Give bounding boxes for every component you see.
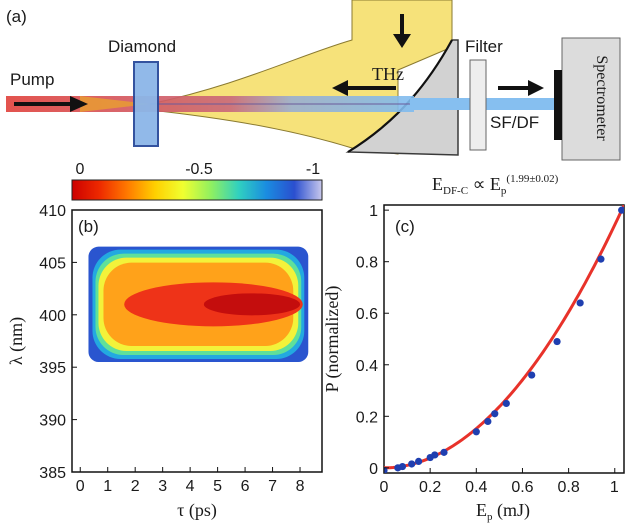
data-point [597,255,605,263]
panel-b-xtick-label: 0 [76,478,85,495]
data-point [472,428,480,436]
panel-c-xtick-label: 0 [380,479,389,496]
colorbar-tick-1: -0.5 [185,161,213,178]
panel-b-xtick-label: 4 [186,478,195,495]
panel-b-xtick-label: 6 [241,478,250,495]
diamond-crystal [133,61,159,147]
output-arrow-head [528,80,544,96]
panel-b-xtick-label: 5 [213,478,222,495]
eq-rhs-sub: p [501,185,507,197]
data-point [384,466,388,473]
spectrometer-slit [554,70,562,140]
panel-c-xtick-label: 0.6 [511,479,533,496]
pump-arrow-head [70,96,88,112]
panel-c-ytick-label: 1 [369,203,378,220]
data-point [491,410,499,418]
panel-a-label: (a) [6,7,27,26]
colorbar-gradient [71,179,323,201]
spectrometer [561,37,621,161]
data-point [398,462,407,471]
panel-c-xticks: 0 0.2 0.4 0.6 0.8 1 [380,468,619,496]
colorbar-tick-2: -1 [306,161,320,178]
pump-label: Pump [10,70,54,89]
panel-b-label: (b) [78,217,99,236]
heatmap-layers [88,246,309,362]
filter-label: Filter [465,37,503,56]
data-point [440,448,448,456]
panel-b-xlabel: τ (ps) [177,500,217,521]
filter [469,59,487,151]
panel-b-ytick-label: 400 [39,308,66,325]
panel-b-yticks: 410 405 400 395 390 385 [39,203,77,482]
eq-rel: ∝ E [468,174,501,194]
colorbar: 0 -0.5 -1 [71,161,323,201]
probe-beam [410,98,570,110]
panel-c-ytick-label: 0.2 [356,409,378,426]
panel-c-xtick-label: 0.4 [465,479,487,496]
data-point [528,371,536,379]
panel-c-xtick-label: 0.8 [557,479,579,496]
panel-b-xtick-label: 8 [296,478,305,495]
panel-c-ytick-label: 0.8 [356,255,378,272]
panel-b-ytick-label: 385 [39,465,66,482]
sfdf-label: SF/DF [490,113,539,132]
thz-down-arrow-head [393,34,411,48]
panel-b-xticks: 0 1 2 3 4 5 6 7 8 [76,467,305,495]
panel-b-ytick-label: 410 [39,203,66,220]
panel-c-xtick-label: 1 [610,479,619,496]
panel-b-xtick-label: 2 [131,478,140,495]
panel-c-frame [383,204,625,474]
xlabel-e: E [476,500,487,520]
eq-exponent: (1.99±0.02) [506,173,558,185]
panel-b-xtick-label: 7 [268,478,277,495]
data-point [576,299,584,307]
panel-c-ytick-label: 0.4 [356,358,378,375]
focus-cone [80,96,150,112]
colorbar-tick-0: 0 [76,161,85,178]
panel-c-xlabel: Ep (mJ) [476,500,530,523]
xlabel-unit: (mJ) [493,500,531,521]
panel-b-ytick-label: 395 [39,360,66,377]
panel-b-xtick-label: 3 [158,478,167,495]
panel-c-xtick-label: 0.2 [419,479,441,496]
panel-c-plot-area [384,205,624,473]
data-point [502,399,510,408]
panel-b-ytick-label: 390 [39,413,66,430]
panel-b-xtick-label: 1 [103,478,112,495]
panel-b-ylabel: λ (nm) [6,317,27,365]
setup-diagram: (a) Pump Diamond THz Filter SF/DF [6,0,621,161]
thz-left-arrow-head [332,80,348,96]
data-point [618,206,624,214]
heatmap-peak [203,293,301,316]
scatter-points [384,206,624,473]
data-point [408,460,416,468]
diamond-label: Diamond [108,37,176,56]
data-point [553,337,561,346]
data-point [415,457,423,466]
thz-beam-cone [149,0,453,155]
panel-c: EDF-C ∝ Ep(1.99±0.02) (c) 00.20.40.60.81… [322,173,625,523]
panel-c-label: (c) [395,217,415,236]
eq-lhs-sub: DF-C [443,185,468,197]
thz-label: THz [372,64,404,84]
panel-c-ytick-label: 0.6 [356,306,378,323]
panel-c-ytick-label: 0 [369,461,378,478]
xlabel-sub: p [487,511,493,523]
eq-lhs: E [432,174,443,194]
data-point [484,417,492,426]
spectrometer-label: Spectrometer [593,55,610,141]
panel-c-ylabel: P (normalized) [322,286,343,393]
panel-c-yticks: 0 0.2 0.4 0.6 0.8 1 [356,203,389,478]
panel-b-ytick-label: 405 [39,255,66,272]
fit-equation: EDF-C ∝ Ep(1.99±0.02) [432,173,559,197]
data-point [431,451,439,459]
